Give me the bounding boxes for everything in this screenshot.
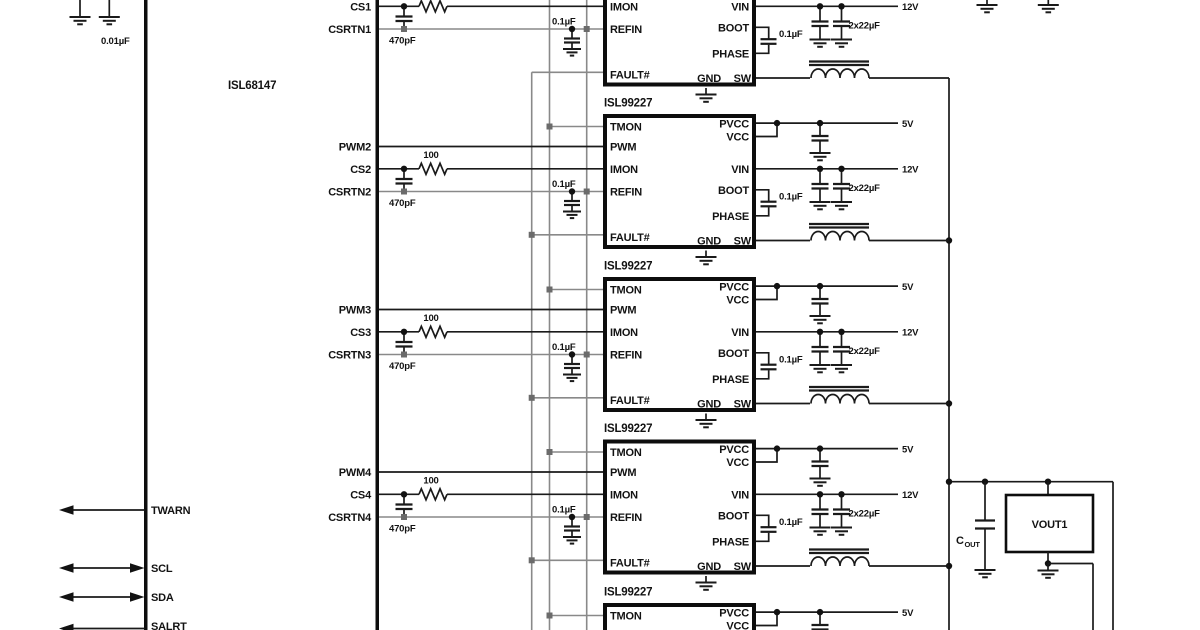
ctrl-pin-cs3: CS3: [350, 327, 371, 339]
ctrl-pin-cs2: CS2: [350, 164, 371, 176]
ctrl-pin-pwm3: PWM3: [339, 305, 371, 317]
monitor-buses: [530, 0, 588, 630]
ctrl-pin-pwm4: PWM4: [339, 467, 372, 479]
cout-label-sub: OUT: [965, 540, 981, 549]
ctrl-pin-pwm2: PWM2: [339, 142, 371, 154]
controller-part-label: ISL68147: [228, 80, 276, 92]
ctrl-pin-csrtn1: CSRTN1: [328, 24, 371, 36]
ctrl-pin-csrtn3: CSRTN3: [328, 350, 371, 362]
controller-chip: ISL68147 CS1 CSRTN1 PWM2 CS2 CSRTN2 PWM3…: [144, 0, 379, 630]
twarn-arrow: [59, 505, 145, 515]
ground-top-right: [975, 0, 1060, 14]
ctrl-pin-cs1: CS1: [350, 1, 371, 13]
sda-arrow: [59, 592, 145, 602]
salrt-arrow: [59, 623, 145, 630]
ctrl-pin-salrt: SALRT: [151, 621, 187, 630]
ctrl-pin-cs4: CS4: [350, 489, 372, 501]
vout-load: VOUT1: [1004, 481, 1095, 630]
chip-left-edge: [144, 0, 148, 630]
bypass-ground-left: 0.01µF: [68, 0, 130, 47]
ctrl-pin-sda: SDA: [151, 592, 174, 604]
vout-box: [1004, 493, 1095, 554]
ctrl-pin-twarn: TWARN: [151, 505, 191, 517]
ctrl-pin-csrtn2: CSRTN2: [328, 187, 371, 199]
vout-label: VOUT1: [1032, 519, 1068, 531]
cout-capacitor: C OUT: [956, 481, 997, 579]
chip-right-edge: [375, 0, 379, 630]
ctrl-pin-scl: SCL: [151, 563, 173, 575]
output-rail: [945, 78, 1114, 630]
bypass-cap-value: 0.01µF: [101, 36, 130, 47]
scl-arrow: [59, 563, 145, 573]
cout-label: C: [956, 535, 964, 547]
ctrl-pin-csrtn4: CSRTN4: [328, 512, 372, 524]
